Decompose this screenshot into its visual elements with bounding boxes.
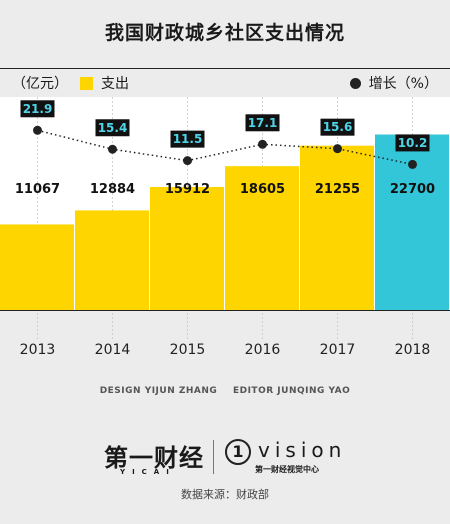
x-tick-label-2018: 2018 bbox=[395, 342, 431, 358]
line-legend-label: 增长（%） bbox=[368, 76, 438, 92]
bar-2015 bbox=[150, 186, 224, 310]
growth-point-2015 bbox=[183, 156, 192, 166]
bar-2016 bbox=[225, 166, 299, 310]
yicai-logo: 第一财经 bbox=[104, 444, 204, 472]
vision-logo-mark: 1 bbox=[225, 439, 251, 465]
bar-legend-label: 支出 bbox=[101, 76, 129, 92]
growth-label-box-2015 bbox=[170, 130, 205, 148]
growth-point-2018 bbox=[408, 159, 417, 169]
growth-line bbox=[37, 129, 413, 166]
bar-2014 bbox=[75, 210, 149, 310]
growth-label-2018: 10.2 bbox=[398, 136, 428, 150]
legend-right: 增长（%） bbox=[349, 73, 438, 93]
growth-point-2014 bbox=[108, 144, 117, 154]
chart-title: 我国财政城乡社区支出情况 bbox=[104, 22, 345, 44]
growth-label-2014: 15.4 bbox=[98, 121, 128, 135]
bar-value-label-2017: 21255 bbox=[315, 182, 360, 197]
legend: （亿元） 支出 增长（%） bbox=[0, 68, 450, 97]
vision-logo: vision bbox=[258, 438, 347, 462]
growth-label-box-2017 bbox=[320, 118, 355, 136]
x-tick-label-2016: 2016 bbox=[245, 342, 281, 358]
data-source: 数据来源：财政部 bbox=[181, 488, 269, 501]
bar-2017 bbox=[300, 145, 374, 310]
x-tick-label-2017: 2017 bbox=[320, 342, 356, 358]
bar-value-label-2018: 22700 bbox=[390, 182, 435, 197]
bar-legend-swatch bbox=[80, 76, 93, 90]
unit-label: （亿元） bbox=[12, 76, 68, 92]
bar-value-label-2016: 18605 bbox=[240, 182, 285, 197]
growth-point-2016 bbox=[258, 139, 267, 149]
bar-2013 bbox=[0, 224, 74, 310]
growth-label-2017: 15.6 bbox=[323, 120, 353, 134]
bar-value-label-2014: 12884 bbox=[90, 182, 135, 197]
logo-separator bbox=[213, 440, 214, 474]
legend-left: （亿元） 支出 bbox=[12, 73, 129, 93]
bar-value-label-2015: 15912 bbox=[165, 182, 210, 197]
growth-label-2013: 21.9 bbox=[23, 102, 53, 116]
growth-label-2015: 11.5 bbox=[173, 132, 203, 146]
growth-label-box-2013 bbox=[20, 100, 55, 118]
growth-label-box-2014 bbox=[95, 119, 130, 137]
vision-logo-sub: 第一财经视觉中心 bbox=[255, 465, 319, 474]
bar-value-label-2013: 11067 bbox=[15, 182, 60, 197]
x-tick-label-2014: 2014 bbox=[95, 342, 131, 358]
design-credit: DESIGN YIJUN ZHANG bbox=[99, 386, 218, 396]
logos: 第一财经 YICAI 1 vision 第一财经视觉中心 bbox=[0, 438, 450, 482]
x-tick-label-2015: 2015 bbox=[170, 342, 206, 358]
yicai-logo-sub: YICAI bbox=[120, 468, 176, 476]
chart-plot: 11067 12884 15912 18605 21255 22700 21.9 15.4 11… bbox=[0, 97, 450, 358]
x-tick-label-2013: 2013 bbox=[20, 342, 56, 358]
growth-label-box-2018 bbox=[395, 134, 430, 152]
credits: DESIGN YIJUN ZHANG EDITOR JUNQING YAO bbox=[0, 386, 450, 396]
growth-point-2013 bbox=[33, 125, 42, 135]
growth-label-2016: 17.1 bbox=[248, 116, 278, 130]
growth-point-2017 bbox=[333, 144, 342, 154]
axis-baseline bbox=[0, 310, 450, 311]
line-legend-dot bbox=[349, 77, 361, 89]
editor-credit: EDITOR JUNQING YAO bbox=[232, 386, 351, 396]
growth-label-box-2016 bbox=[245, 114, 280, 132]
